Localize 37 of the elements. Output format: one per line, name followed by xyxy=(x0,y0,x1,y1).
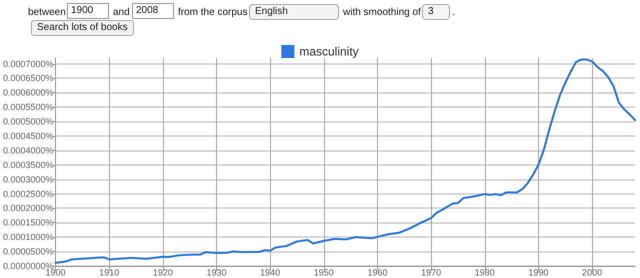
text: from the corpus xyxy=(178,6,248,20)
x-tick-label: 1980 xyxy=(474,268,495,278)
x-tick-label: 1910 xyxy=(99,268,120,278)
y-tick-label: 0.0003000% xyxy=(3,174,54,184)
y-tick-label: 0.0001500% xyxy=(3,218,54,228)
legend-label: masculinity xyxy=(299,44,359,58)
x-tick-label: 1940 xyxy=(260,268,280,278)
y-tick-label: 0.0005000% xyxy=(3,116,54,127)
text-field: 2008 xyxy=(132,3,174,19)
dropdown: 3 xyxy=(422,4,450,20)
text: . xyxy=(452,6,455,20)
x-tick-label: 1950 xyxy=(314,268,334,278)
x-tick-label: 1960 xyxy=(367,268,388,278)
text: between xyxy=(28,6,66,20)
text-field: 1900 xyxy=(67,3,109,19)
search-button: Search lots of books xyxy=(31,20,134,36)
y-tick-label: 0.0006000% xyxy=(3,88,54,98)
y-tick-label: 0.0000500% xyxy=(3,246,54,257)
x-tick-label: 1930 xyxy=(206,268,227,278)
dropdown: English xyxy=(249,4,339,20)
y-tick-label: 0.0002000% xyxy=(3,203,54,214)
x-tick-label: 2000 xyxy=(582,268,602,278)
y-tick-label: 0.0004000% xyxy=(3,145,54,156)
x-tick-label: 1920 xyxy=(152,268,173,278)
x-tick-label: 1990 xyxy=(528,268,548,278)
x-tick-label: 1900 xyxy=(46,268,66,278)
x-tick-label: 1970 xyxy=(421,268,442,278)
y-tick-label: 0.0004500% xyxy=(3,131,54,141)
y-tick-label: 0.0007000% xyxy=(3,58,54,69)
y-tick-label: 0.0002500% xyxy=(3,188,54,199)
text: and xyxy=(113,6,130,20)
y-tick-label: 0.0001000% xyxy=(3,232,54,242)
y-tick-label: 0.0005500% xyxy=(3,102,54,112)
y-tick-label: 0.0006500% xyxy=(3,73,54,84)
text: with smoothing of xyxy=(343,6,421,20)
y-tick-label: 0.0003500% xyxy=(3,160,54,170)
line-series xyxy=(54,58,636,264)
